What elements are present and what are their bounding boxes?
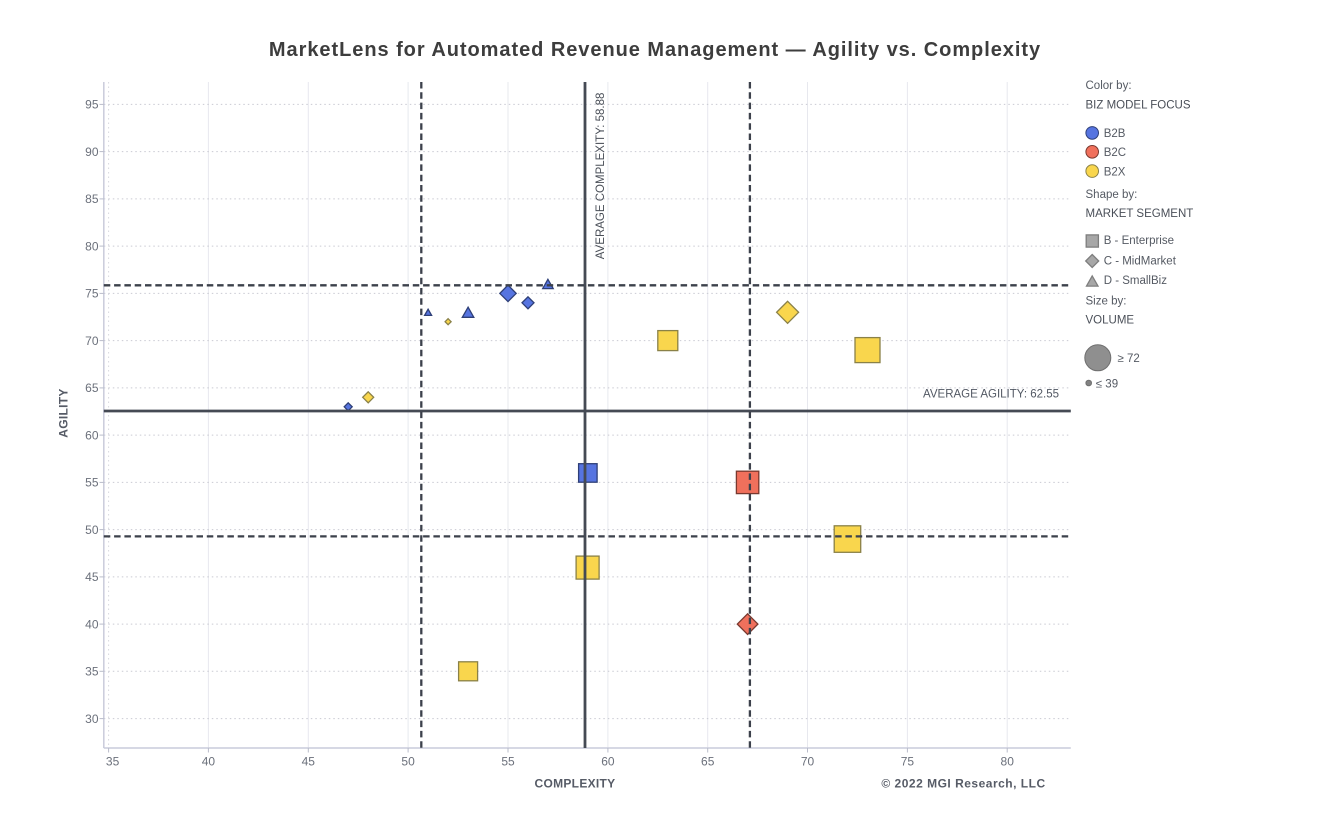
svg-text:55: 55 (85, 476, 99, 490)
svg-text:65: 65 (85, 381, 99, 395)
svg-text:85: 85 (85, 192, 99, 206)
svg-text:B2X: B2X (1104, 166, 1126, 178)
svg-text:≥ 72: ≥ 72 (1118, 353, 1140, 365)
svg-text:95: 95 (85, 98, 99, 112)
svg-text:Color by:: Color by: (1086, 80, 1132, 92)
svg-text:75: 75 (85, 287, 99, 301)
svg-text:80: 80 (85, 239, 99, 253)
svg-text:35: 35 (85, 665, 99, 679)
svg-text:≤ 39: ≤ 39 (1096, 379, 1118, 391)
svg-text:75: 75 (901, 755, 915, 769)
svg-text:B - Enterprise: B - Enterprise (1104, 235, 1174, 247)
svg-text:AGILITY: AGILITY (57, 388, 71, 437)
svg-text:MarketLens for Automated Reven: MarketLens for Automated Revenue Managem… (269, 39, 1041, 61)
svg-text:70: 70 (85, 334, 99, 348)
svg-text:65: 65 (701, 755, 715, 769)
svg-text:70: 70 (801, 755, 815, 769)
svg-text:80: 80 (1001, 755, 1015, 769)
svg-text:30: 30 (85, 712, 99, 726)
svg-text:© 2022 MGI Research, LLC: © 2022 MGI Research, LLC (881, 777, 1045, 791)
svg-text:60: 60 (601, 755, 615, 769)
svg-text:Size by:: Size by: (1086, 296, 1127, 308)
svg-text:40: 40 (202, 755, 216, 769)
svg-text:35: 35 (106, 755, 120, 769)
svg-text:45: 45 (302, 755, 316, 769)
svg-text:COMPLEXITY: COMPLEXITY (534, 777, 615, 791)
svg-text:45: 45 (85, 570, 99, 584)
svg-text:D - SmallBiz: D - SmallBiz (1104, 275, 1168, 287)
svg-text:B2B: B2B (1104, 128, 1126, 140)
svg-text:50: 50 (401, 755, 415, 769)
svg-text:AVERAGE AGILITY: 62.55: AVERAGE AGILITY: 62.55 (923, 389, 1059, 401)
svg-text:50: 50 (85, 523, 99, 537)
svg-text:55: 55 (501, 755, 515, 769)
svg-text:Shape by:: Shape by: (1086, 189, 1138, 201)
svg-text:MARKET SEGMENT: MARKET SEGMENT (1086, 208, 1194, 220)
svg-text:40: 40 (85, 617, 99, 631)
svg-text:B2C: B2C (1104, 147, 1126, 159)
svg-text:AVERAGE COMPLEXITY: 58.88: AVERAGE COMPLEXITY: 58.88 (595, 93, 607, 260)
svg-text:90: 90 (85, 145, 99, 159)
svg-text:C - MidMarket: C - MidMarket (1104, 255, 1177, 267)
svg-text:60: 60 (85, 428, 99, 442)
svg-text:VOLUME: VOLUME (1086, 315, 1135, 327)
svg-text:BIZ MODEL FOCUS: BIZ MODEL FOCUS (1086, 100, 1191, 112)
